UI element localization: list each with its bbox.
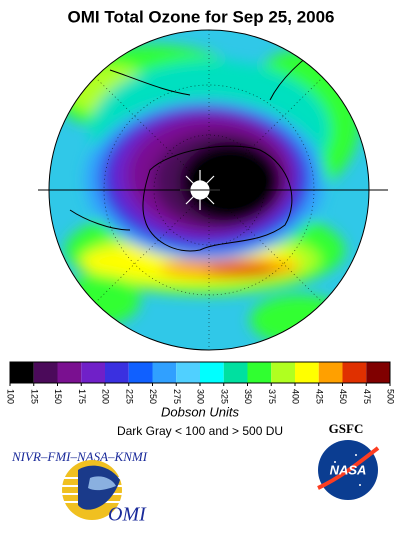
colorbar-segment — [200, 362, 224, 383]
colorbar-tick-label: 150 — [53, 389, 63, 404]
colorbar-tick-label: 425 — [314, 389, 324, 404]
title: OMI Total Ozone for Sep 25, 2006 — [67, 7, 334, 26]
colorbar-segment — [33, 362, 58, 383]
colorbar-note: Dark Gray < 100 and > 500 DU — [117, 424, 283, 438]
colorbar-segment — [152, 362, 177, 383]
colorbar-tick-label: 250 — [148, 389, 158, 404]
partners-label: NIVR–FMI–NASA–KNMI — [11, 449, 148, 464]
colorbar-tick-label: 200 — [101, 389, 111, 404]
colorbar-segment — [271, 362, 295, 383]
colorbar-segment — [247, 362, 272, 383]
colorbar-tick-label: 300 — [196, 389, 206, 404]
colorbar: 100 125 150 175 200 225 250 275 300 325 350 375 400 4… — [6, 361, 396, 404]
colorbar-tick-label: 225 — [124, 389, 134, 404]
colorbar-tick-label: 475 — [362, 389, 372, 404]
colorbar-segment — [81, 362, 105, 383]
colorbar-segment — [223, 362, 248, 383]
gsfc-label: GSFC — [329, 421, 364, 436]
colorbar-tick-label: 450 — [338, 389, 348, 404]
colorbar-segment — [10, 362, 34, 383]
colorbar-segment — [318, 362, 343, 383]
colorbar-segment — [128, 362, 153, 383]
colorbar-tick-label: 375 — [267, 389, 277, 404]
colorbar-segment — [176, 362, 200, 383]
omi-label: OMI — [108, 504, 147, 526]
colorbar-tick-label: 275 — [172, 389, 182, 404]
colorbar-segment — [295, 362, 319, 383]
omi-logo: OMI — [60, 460, 147, 526]
colorbar-segment — [105, 362, 129, 383]
colorbar-tick-label: 400 — [291, 389, 301, 404]
ozone-map — [49, 30, 369, 350]
nasa-label: NASA — [330, 462, 367, 477]
colorbar-segment — [366, 362, 390, 383]
colorbar-tick-label: 100 — [6, 389, 16, 404]
colorbar-tick-label: 175 — [77, 389, 87, 404]
colorbar-tick-label: 500 — [386, 389, 396, 404]
nasa-logo: NASA — [317, 440, 380, 500]
colorbar-tick-label: 350 — [243, 389, 253, 404]
colorbar-segment — [57, 362, 82, 383]
colorbar-label: Dobson Units — [161, 404, 240, 419]
colorbar-segment — [342, 362, 367, 383]
colorbar-tick-label: 125 — [29, 389, 39, 404]
colorbar-tick-label: 325 — [219, 389, 229, 404]
